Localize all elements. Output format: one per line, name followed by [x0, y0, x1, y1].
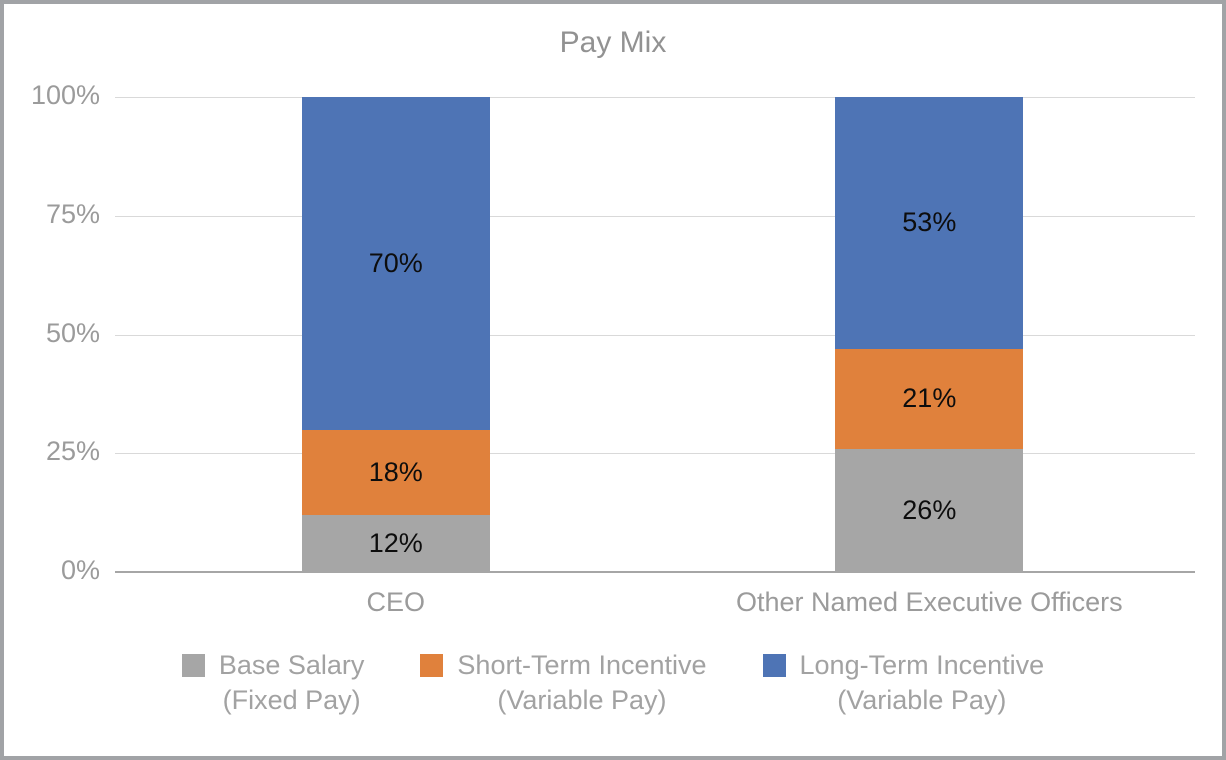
y-axis-tick-label-75: 75% [45, 198, 100, 229]
x-axis-line [115, 571, 1195, 573]
x-axis-category-label-ceo: CEO [366, 587, 426, 617]
data-label: 18% [368, 456, 423, 487]
bar-ceo: 12% 18% 70% [301, 97, 490, 572]
bar-segment-long-term-incentive: 70% [301, 97, 490, 430]
bar-segment-base-salary: 12% [301, 515, 490, 572]
legend-item-base-salary: Base Salary (Fixed Pay) [181, 648, 365, 718]
data-label: 53% [902, 207, 957, 238]
gridline-100 [115, 97, 1195, 98]
y-axis-tick-label-25: 25% [45, 436, 100, 467]
x-axis-category-label-other-named-executive-officers: Other Named Executive Officers [735, 587, 1123, 617]
legend-color-swatch-base-salary [181, 654, 205, 677]
bar-segment-short-term-incentive: 18% [301, 429, 490, 515]
legend-item-long-term-incentive: Long-Term Incentive (Variable Pay) [762, 648, 1045, 718]
bar-other-named-executive-officers: 26% 21% 53% [835, 97, 1024, 572]
y-axis-tick-label-100: 100% [30, 80, 100, 110]
legend-label-long-term-incentive: Long-Term Incentive (Variable Pay) [799, 650, 1045, 715]
bar-segment-base-salary: 26% [835, 448, 1024, 572]
chart-title: Pay Mix [559, 26, 667, 59]
legend-color-swatch-short-term-incentive [420, 654, 444, 677]
y-axis-tick-label-0: 0% [60, 555, 100, 585]
bar-segment-long-term-incentive: 53% [835, 97, 1024, 349]
data-label: 26% [902, 494, 957, 525]
data-label: 12% [368, 528, 423, 558]
data-label: 21% [902, 383, 957, 414]
data-label: 70% [368, 247, 423, 278]
legend-label-short-term-incentive: Short-Term Incentive (Variable Pay) [457, 650, 707, 715]
legend-label-base-salary: Base Salary (Fixed Pay) [218, 650, 365, 715]
gridline-25 [115, 453, 1195, 455]
plot-area: 0% 25% 50% 75% 100% 12% 18% 70% CEO 26% 21% 53% Othe… [31, 80, 1195, 617]
legend: Base Salary (Fixed Pay) Short-Term Incenti… [0, 648, 1226, 718]
bar-segment-short-term-incentive: 21% [835, 348, 1024, 449]
legend-color-swatch-long-term-incentive [762, 654, 786, 677]
y-axis-tick-label-50: 50% [45, 317, 100, 348]
legend-item-short-term-incentive: Short-Term Incentive (Variable Pay) [420, 648, 707, 718]
gridline-50 [115, 334, 1195, 336]
gridline-75 [115, 215, 1195, 217]
